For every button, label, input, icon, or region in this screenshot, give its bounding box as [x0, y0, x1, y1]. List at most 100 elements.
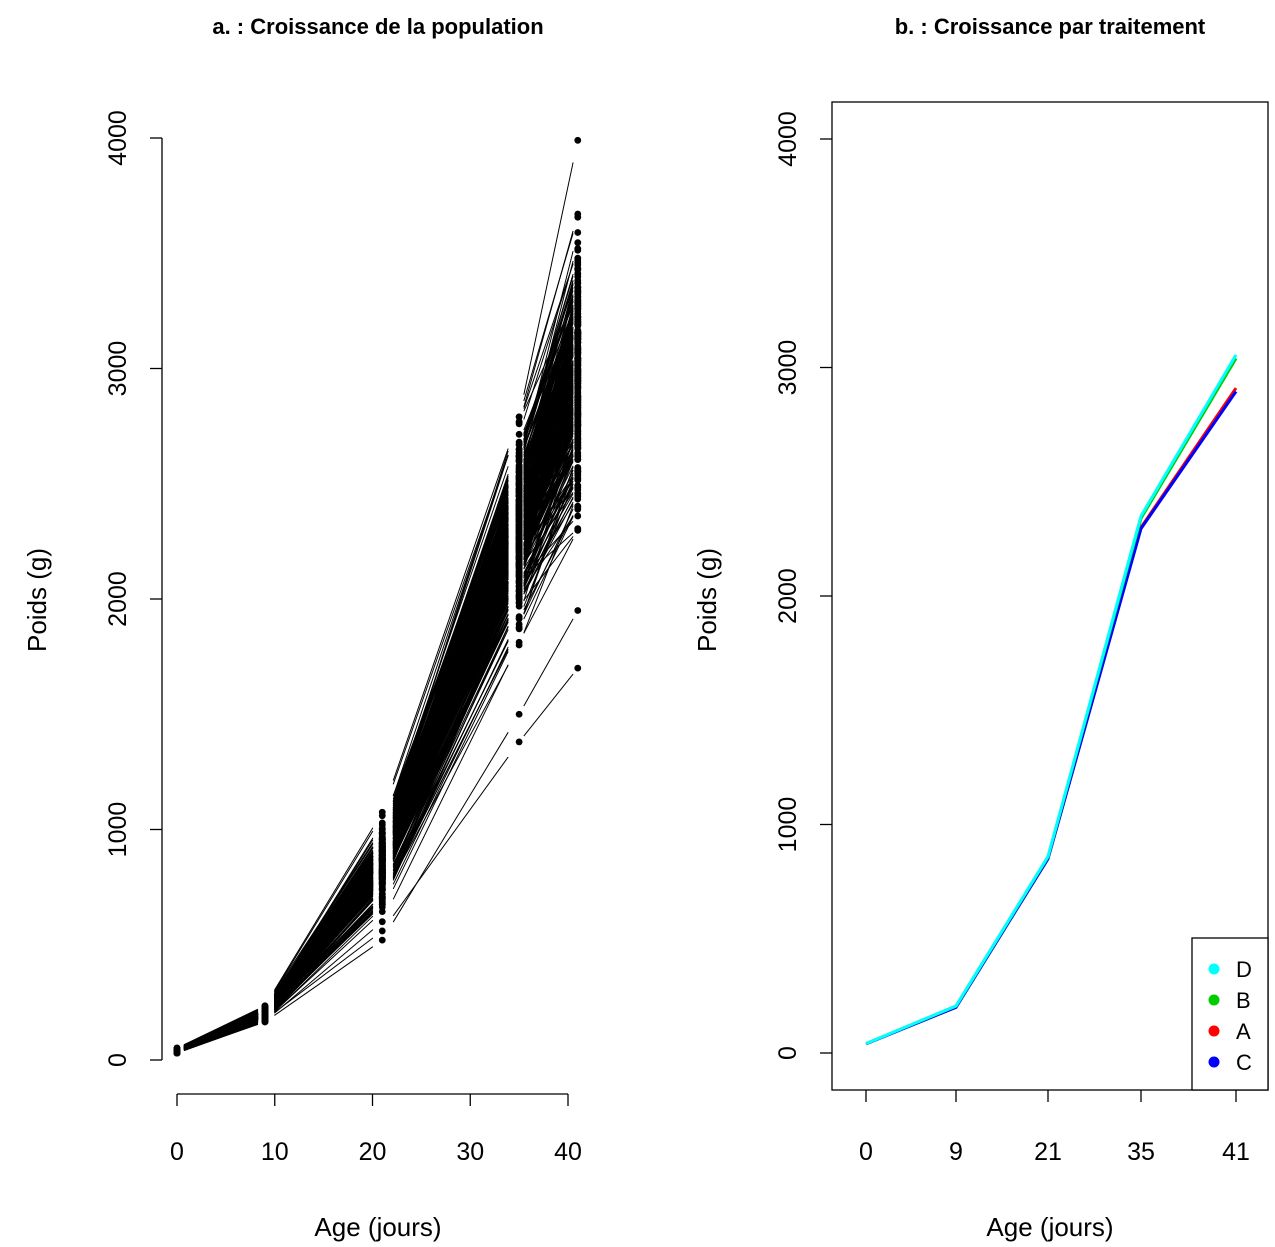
growth-curve-segment	[273, 890, 374, 1007]
growth-curve-segment	[273, 903, 374, 1011]
growth-curve-segment	[392, 532, 509, 819]
growth-curve-segment	[392, 598, 509, 853]
growth-curve-segment	[523, 327, 574, 495]
y-tick-label: 1000	[104, 802, 132, 858]
observation-point	[574, 136, 582, 144]
growth-curve-segment	[523, 421, 574, 539]
growth-curve-segment	[183, 1023, 259, 1050]
observation-point	[261, 1009, 269, 1016]
growth-curve-segment	[392, 569, 509, 845]
observation-point	[574, 229, 582, 236]
growth-curve-segment	[183, 1015, 259, 1048]
legend-marker-C	[1208, 1056, 1220, 1068]
growth-curve-segment	[523, 263, 574, 420]
growth-curve-segment	[273, 899, 374, 1009]
observation-point	[574, 476, 582, 484]
observation-point	[378, 918, 386, 926]
growth-curve-segment	[523, 304, 574, 491]
growth-curve-segment	[523, 538, 574, 634]
observation-point	[515, 545, 523, 552]
panel-a-title: a. : Croissance de la population	[212, 14, 543, 39]
observation-point	[378, 874, 386, 882]
growth-curve-segment	[392, 554, 509, 843]
observation-point	[574, 441, 582, 449]
growth-curve-segment	[523, 472, 574, 615]
x-tick-label: 30	[456, 1138, 484, 1166]
growth-curve-segment	[183, 1008, 259, 1046]
observation-point	[574, 372, 582, 380]
observation-point	[515, 638, 523, 646]
observation-point	[515, 593, 523, 601]
observation-point	[378, 936, 386, 944]
growth-curve-segment	[273, 855, 374, 997]
observation-point	[515, 456, 523, 464]
observation-point	[515, 449, 523, 456]
growth-curve-segment	[523, 427, 574, 500]
series-line-C	[865, 390, 1238, 1046]
y-tick-label: 4000	[774, 111, 802, 167]
observation-point	[574, 318, 582, 326]
growth-curve-segment	[523, 390, 574, 550]
observation-point	[574, 302, 582, 310]
growth-curve-segment	[523, 300, 574, 440]
observation-point	[574, 486, 582, 494]
observation-point	[574, 259, 582, 267]
growth-curve-segment	[392, 455, 509, 810]
growth-curve-segment	[523, 456, 574, 578]
growth-curve-segment	[392, 504, 509, 814]
observation-point	[515, 441, 523, 449]
growth-curve-segment	[392, 664, 509, 900]
growth-curve-segment	[523, 230, 574, 408]
growth-curve-segment	[523, 380, 574, 515]
x-tick-label: 40	[554, 1138, 582, 1166]
growth-curve-segment	[523, 295, 574, 496]
growth-curve-segment	[392, 625, 509, 872]
observation-point	[378, 927, 386, 935]
observation-point	[515, 524, 523, 531]
y-tick-label: 3000	[774, 340, 802, 396]
growth-curve-segment	[523, 290, 574, 460]
observation-point	[574, 418, 582, 425]
growth-curve-segment	[392, 466, 509, 802]
growth-curve-segment	[273, 880, 374, 1002]
observation-point	[378, 908, 386, 915]
growth-curve-segment	[523, 455, 574, 565]
growth-curve-segment	[273, 873, 374, 1001]
growth-curve-segment	[392, 455, 509, 785]
growth-curve-segment	[392, 648, 509, 877]
observation-point	[261, 1003, 269, 1011]
growth-curve-segment	[523, 441, 574, 554]
panel-a-x-axis-label: Age (jours)	[314, 1212, 441, 1242]
growth-curve-segment	[392, 533, 509, 834]
growth-curve-segment	[274, 946, 374, 1016]
observation-point	[515, 599, 523, 607]
series-line-D	[865, 354, 1238, 1046]
legend-label-D: D	[1236, 957, 1252, 982]
growth-curve-segment	[523, 476, 574, 577]
growth-curve-segment	[392, 651, 509, 890]
observation-point	[378, 857, 386, 865]
observation-point	[574, 364, 582, 372]
legend-label-A: A	[1236, 1019, 1251, 1044]
growth-curve-segment	[392, 732, 509, 923]
growth-curve-segment	[523, 498, 574, 587]
observation-point	[515, 552, 523, 559]
y-tick-label: 2000	[774, 568, 802, 624]
observation-point	[173, 1045, 181, 1052]
growth-curve-segment	[183, 1012, 259, 1047]
growth-curve-segment	[523, 469, 574, 587]
growth-curve-segment	[392, 448, 509, 781]
observation-point	[515, 710, 523, 718]
observation-point	[574, 512, 582, 520]
growth-curve-segment	[273, 887, 374, 1005]
observation-point	[378, 839, 386, 846]
observation-point	[378, 812, 386, 820]
legend-label-C: C	[1236, 1050, 1252, 1075]
growth-curve-segment	[523, 515, 574, 590]
observation-point	[515, 561, 523, 568]
panel-a-y-axis-label: Poids (g)	[22, 548, 52, 652]
x-tick-label: 20	[359, 1138, 387, 1166]
growth-curve-segment	[392, 756, 509, 917]
